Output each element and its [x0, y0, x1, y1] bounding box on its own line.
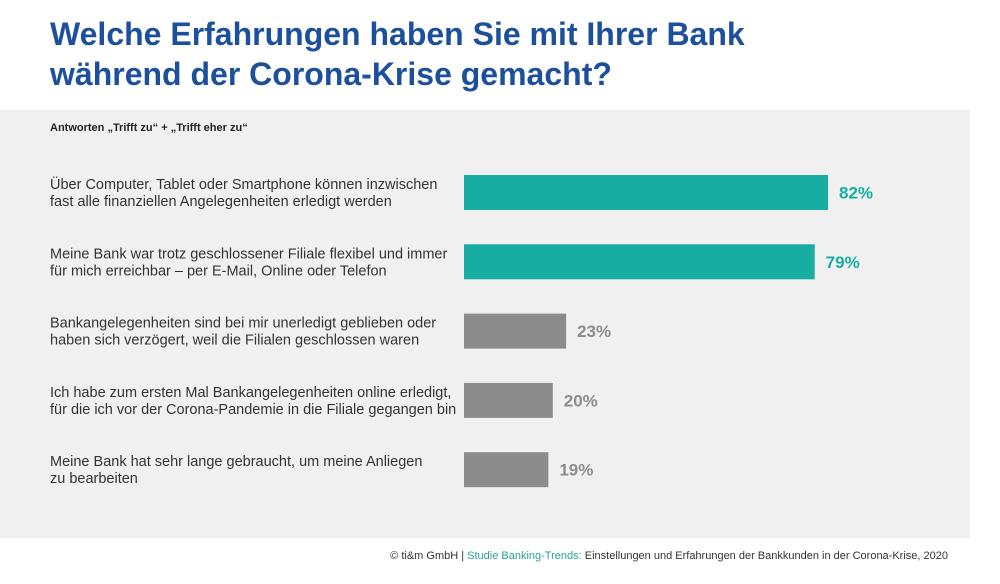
value-label: 19%: [559, 461, 593, 480]
page-title: Welche Erfahrungen haben Sie mit Ihrer B…: [50, 14, 950, 94]
footer-source: © ti&m GmbH | Studie Banking-Trends: Ein…: [390, 550, 948, 562]
category-label: Ich habe zum ersten Mal Bankangelegenhei…: [50, 385, 456, 418]
value-label: 79%: [826, 253, 860, 272]
category-label: Über Computer, Tablet oder Smartphone kö…: [50, 175, 437, 210]
bar: [464, 313, 567, 349]
category-label: Meine Bank war trotz geschlossener Filia…: [50, 246, 447, 279]
title-line-2: während der Corona-Krise gemacht?: [50, 56, 612, 92]
footer-copyright: © ti&m GmbH |: [390, 550, 468, 562]
category-label: Bankangelegenheiten sind bei mir unerled…: [50, 316, 436, 349]
bar: [464, 175, 828, 210]
bar: [464, 382, 553, 418]
bar: [464, 452, 549, 488]
value-label: 20%: [564, 391, 598, 410]
bar: [464, 244, 815, 280]
value-label: 82%: [839, 184, 873, 203]
category-label: Meine Bank hat sehr lange gebraucht, um …: [50, 454, 422, 487]
title-line-1: Welche Erfahrungen haben Sie mit Ihrer B…: [50, 16, 745, 52]
footer-study-name: Studie Banking-Trends:: [467, 550, 582, 562]
footer-description: Einstellungen und Erfahrungen der Bankku…: [581, 550, 948, 562]
chart-subtitle: Antworten „Trifft zu“ + „Trifft eher zu“: [50, 122, 248, 134]
value-label: 23%: [577, 322, 611, 341]
